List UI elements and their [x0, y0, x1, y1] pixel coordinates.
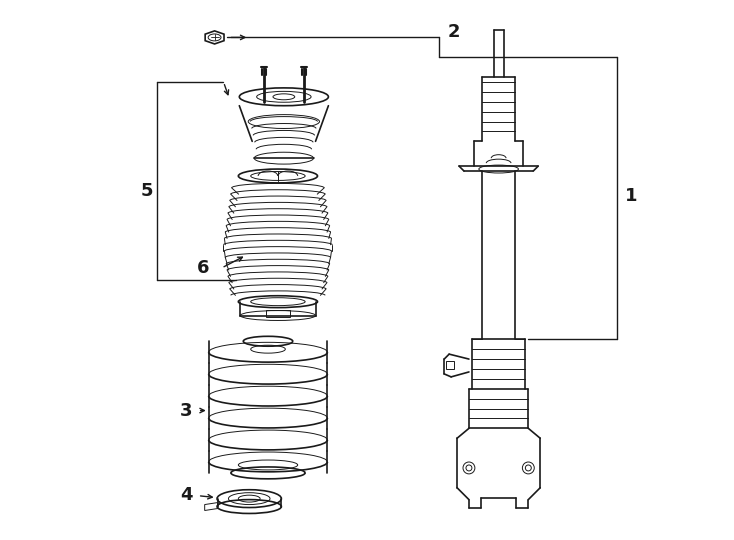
- Text: 2: 2: [447, 23, 459, 42]
- Text: 5: 5: [140, 182, 153, 200]
- Text: 3: 3: [180, 402, 192, 420]
- Ellipse shape: [217, 490, 281, 508]
- Polygon shape: [206, 31, 224, 44]
- Bar: [266, 309, 290, 316]
- Text: 1: 1: [625, 187, 638, 205]
- Bar: [446, 361, 454, 369]
- Text: 6: 6: [197, 259, 209, 277]
- Text: 4: 4: [180, 485, 192, 504]
